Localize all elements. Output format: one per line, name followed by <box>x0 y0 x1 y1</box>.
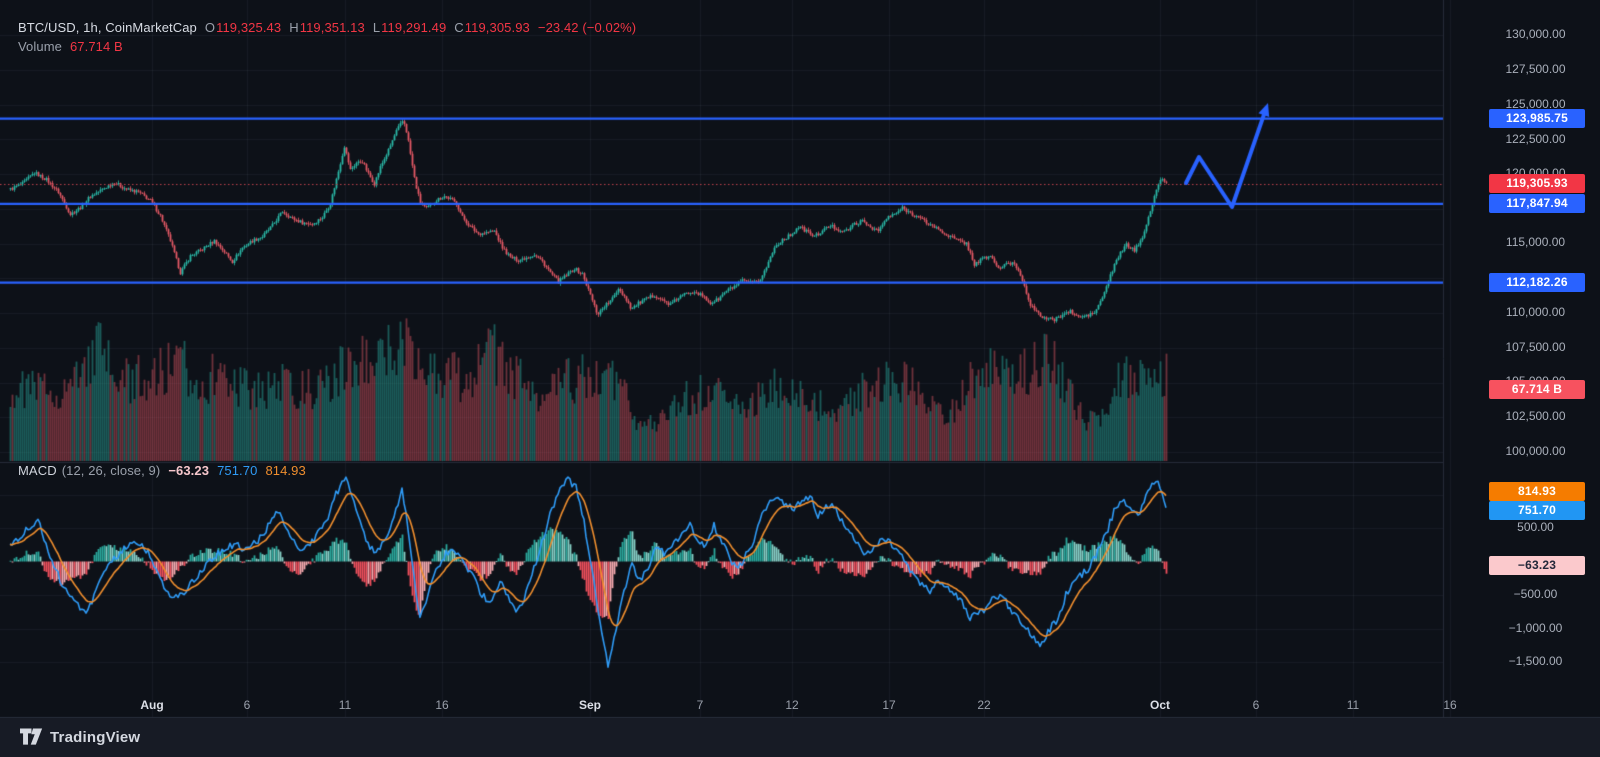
macd-params: (12, 26, close, 9) <box>61 463 161 478</box>
price-axis-badge: 751.70 <box>1489 501 1585 520</box>
price-axis-label: 125,000.00 <box>1505 97 1566 111</box>
price-axis-label: 102,500.00 <box>1505 409 1566 423</box>
time-axis-label: 6 <box>243 698 251 712</box>
price-axis-label: 130,000.00 <box>1505 27 1566 41</box>
price-axis-label: 115,000.00 <box>1505 235 1566 249</box>
bottom-bar: TradingView <box>0 718 1600 757</box>
time-axis-label: 6 <box>1252 698 1260 712</box>
time-axis-label: Aug <box>140 698 164 712</box>
time-axis-label: 11 <box>338 698 352 712</box>
tradingview-link[interactable]: TradingView <box>20 728 140 746</box>
high-value: 119,351.13 <box>299 20 365 35</box>
tradingview-label: TradingView <box>50 728 141 746</box>
time-axis-label: 22 <box>977 698 991 712</box>
open-value: 119,325.43 <box>216 20 282 35</box>
macd-line-value: 751.70 <box>217 463 258 478</box>
price-axis-badge: 814.93 <box>1489 482 1585 501</box>
price-axis-label: −1,500.00 <box>1508 654 1563 668</box>
macd-title: MACD <box>18 463 57 478</box>
price-axis-label: −500.00 <box>1513 587 1558 601</box>
change-value: −23.42 (−0.02%) <box>537 20 637 35</box>
price-axis-badge: 119,305.93 <box>1489 174 1585 193</box>
macd-signal-value: 814.93 <box>265 463 306 478</box>
price-axis-label: 122,500.00 <box>1505 132 1566 146</box>
time-axis-label: 16 <box>435 698 449 712</box>
high-label: H <box>289 20 299 35</box>
price-axis-label: 107,500.00 <box>1505 340 1566 354</box>
macd-histogram-value: −63.23 <box>168 463 210 478</box>
low-value: 119,291.49 <box>381 20 447 35</box>
time-axis-label: 11 <box>1346 698 1360 712</box>
volume-label: Volume <box>18 39 62 54</box>
price-axis-badge: 67.714 B <box>1489 380 1585 399</box>
price-axis-label: 500.00 <box>1517 520 1554 534</box>
symbol-title: BTC/USD, 1h, CoinMarketCap <box>18 20 197 35</box>
price-axis-badge: 123,985.75 <box>1489 109 1585 128</box>
time-axis-label: Oct <box>1149 698 1170 712</box>
close-label: C <box>454 20 464 35</box>
price-axis-label: 100,000.00 <box>1505 444 1566 458</box>
low-label: L <box>372 20 381 35</box>
time-axis[interactable]: Aug 6 11 16 Sep 7 12 17 22 Oct 6 11 16 <box>0 693 1456 718</box>
price-axis-label: −1,000.00 <box>1508 621 1563 635</box>
time-axis-label: 16 <box>1443 698 1457 712</box>
tradingview-logo-icon <box>20 728 43 745</box>
time-axis-label: 17 <box>882 698 896 712</box>
volume-legend[interactable]: Volume 67.714 B <box>18 39 131 54</box>
price-axis-badge: 117,847.94 <box>1489 194 1585 213</box>
time-axis-label: Sep <box>578 698 601 712</box>
price-axis-badge: −63.23 <box>1489 556 1585 575</box>
symbol-legend[interactable]: BTC/USD, 1h, CoinMarketCap O119,325.43 H11… <box>18 20 644 35</box>
price-axis-label: 110,000.00 <box>1505 305 1566 319</box>
macd-legend[interactable]: MACD (12, 26, close, 9) −63.23 751.70 814.93 <box>18 463 314 478</box>
price-axis[interactable]: 130,000.00 127,500.00 125,000.00 122,500.00… <box>1443 0 1600 718</box>
price-axis-label: 127,500.00 <box>1505 62 1566 76</box>
open-label: O <box>204 20 216 35</box>
time-axis-label: 12 <box>785 698 799 712</box>
time-axis-label: 7 <box>696 698 704 712</box>
volume-value: 67.714 B <box>69 39 123 54</box>
price-axis-badge: 112,182.26 <box>1489 273 1585 292</box>
close-value: 119,305.93 <box>464 20 530 35</box>
